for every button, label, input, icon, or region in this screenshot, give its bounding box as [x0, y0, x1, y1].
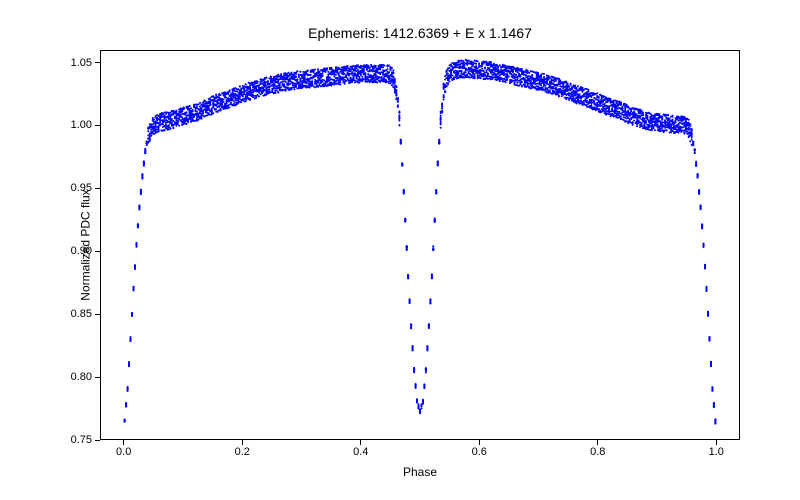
y-tick-mark: [95, 251, 100, 252]
x-tick-label: 0.4: [353, 446, 368, 458]
y-tick-label: 1.05: [60, 57, 92, 69]
y-tick-label: 0.90: [60, 245, 92, 257]
y-tick-label: 0.85: [60, 308, 92, 320]
plot-area: [100, 50, 740, 440]
x-tick-mark: [242, 440, 243, 445]
x-tick-mark: [123, 440, 124, 445]
x-tick-label: 0.0: [116, 446, 131, 458]
x-tick-label: 0.8: [590, 446, 605, 458]
y-tick-label: 1.00: [60, 119, 92, 131]
y-tick-mark: [95, 188, 100, 189]
scatter-data: [101, 51, 739, 439]
y-tick-mark: [95, 62, 100, 63]
x-axis-label: Phase: [100, 465, 740, 479]
figure: Ephemeris: 1412.6369 + E x 1.1467 Normal…: [0, 0, 800, 500]
y-tick-mark: [95, 125, 100, 126]
y-tick-mark: [95, 314, 100, 315]
x-tick-label: 1.0: [709, 446, 724, 458]
x-tick-label: 0.2: [235, 446, 250, 458]
y-tick-label: 0.95: [60, 182, 92, 194]
x-tick-mark: [479, 440, 480, 445]
y-tick-mark: [95, 440, 100, 441]
x-tick-mark: [360, 440, 361, 445]
y-tick-label: 0.80: [60, 371, 92, 383]
x-tick-mark: [597, 440, 598, 445]
x-tick-label: 0.6: [472, 446, 487, 458]
chart-title: Ephemeris: 1412.6369 + E x 1.1467: [100, 25, 740, 41]
y-tick-mark: [95, 377, 100, 378]
y-tick-label: 0.75: [60, 434, 92, 446]
x-tick-mark: [716, 440, 717, 445]
